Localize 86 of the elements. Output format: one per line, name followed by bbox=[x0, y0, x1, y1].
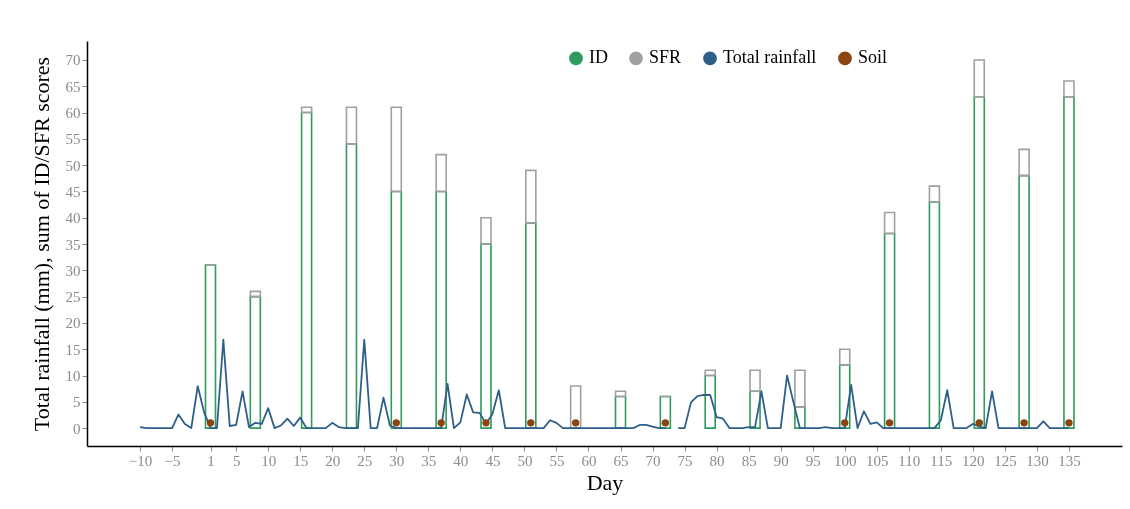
bar bbox=[480, 243, 492, 429]
bar bbox=[249, 290, 262, 298]
bar bbox=[928, 201, 941, 429]
bar bbox=[345, 106, 358, 145]
y-axis-title: Total rainfall (mm), sum of ID/SFR scores bbox=[28, 56, 54, 432]
x-tick-label: 1 bbox=[207, 452, 215, 469]
bar bbox=[838, 348, 851, 366]
x-tick-label: 40 bbox=[453, 452, 469, 469]
bar bbox=[435, 190, 447, 429]
y-tick-label: 70 bbox=[65, 52, 81, 69]
bar bbox=[704, 374, 716, 429]
y-tick-label: 30 bbox=[65, 262, 81, 279]
bar bbox=[973, 59, 986, 98]
x-tick-label: 90 bbox=[773, 452, 789, 469]
x-tick-label: 5 bbox=[232, 452, 241, 469]
bar bbox=[204, 264, 217, 429]
x-tick-label: 120 bbox=[962, 452, 985, 469]
x-tick-label: 125 bbox=[994, 452, 1017, 469]
y-tick-label: 25 bbox=[65, 289, 81, 306]
bar bbox=[300, 111, 313, 429]
x-tick-label: 75 bbox=[677, 452, 693, 469]
bar bbox=[883, 211, 896, 235]
bar bbox=[300, 106, 313, 114]
bar bbox=[249, 295, 262, 429]
y-tick-label: 50 bbox=[65, 157, 81, 174]
x-axis-title: Day bbox=[586, 469, 624, 495]
x-tick-label: 105 bbox=[866, 452, 889, 469]
x-tick-label: 70 bbox=[645, 452, 661, 469]
x-tick-label: 100 bbox=[833, 452, 857, 469]
bar bbox=[614, 390, 627, 398]
x-tick-label: 10 bbox=[261, 452, 277, 469]
bar bbox=[794, 369, 806, 408]
y-tick-label: 5 bbox=[73, 394, 81, 411]
y-tick-label: 65 bbox=[65, 78, 81, 95]
x-tick-label: −10 bbox=[128, 452, 153, 469]
x-tick-label: 30 bbox=[389, 452, 405, 469]
bar bbox=[883, 232, 896, 429]
bar bbox=[1063, 95, 1075, 429]
x-tick-label: 35 bbox=[421, 452, 437, 469]
bar bbox=[1018, 174, 1030, 429]
x-tick-label: 55 bbox=[549, 452, 565, 469]
bar bbox=[1063, 80, 1075, 98]
x-tick-label: 80 bbox=[709, 452, 725, 469]
x-tick-label: 135 bbox=[1058, 452, 1081, 469]
y-tick-label: 35 bbox=[65, 236, 81, 253]
y-tick-label: 20 bbox=[65, 315, 81, 332]
bar bbox=[569, 385, 582, 429]
x-tick-label: 20 bbox=[325, 452, 341, 469]
y-tick-label: 60 bbox=[65, 105, 81, 122]
bar bbox=[390, 190, 403, 429]
x-tick-label: 85 bbox=[741, 452, 757, 469]
legend-label: SFR bbox=[649, 47, 682, 68]
x-tick-label: 65 bbox=[613, 452, 629, 469]
x-tick-label: 50 bbox=[517, 452, 533, 469]
bar bbox=[928, 185, 941, 203]
bar bbox=[525, 222, 537, 429]
bar bbox=[749, 390, 761, 429]
bar bbox=[345, 143, 358, 429]
y-tick-label: 15 bbox=[65, 341, 81, 358]
y-tick-label: 40 bbox=[65, 210, 81, 227]
bar bbox=[973, 95, 986, 429]
y-tick-label: 10 bbox=[65, 368, 81, 385]
x-tick-label: 45 bbox=[485, 452, 501, 469]
legend-label: Total rainfall bbox=[723, 47, 817, 68]
bar bbox=[525, 169, 537, 224]
bar bbox=[1018, 148, 1030, 177]
x-tick-label: 95 bbox=[805, 452, 821, 469]
bar bbox=[390, 106, 403, 193]
legend-label: Soil bbox=[858, 47, 888, 68]
y-tick-label: 0 bbox=[73, 420, 81, 437]
bar bbox=[838, 364, 851, 429]
x-tick-label: −5 bbox=[164, 452, 181, 469]
legend-label: ID bbox=[589, 47, 608, 68]
x-tick-label: 130 bbox=[1026, 452, 1049, 469]
y-tick-label: 55 bbox=[65, 131, 81, 148]
x-tick-label: 15 bbox=[293, 452, 309, 469]
x-tick-label: 110 bbox=[898, 452, 921, 469]
x-tick-label: 115 bbox=[930, 452, 953, 469]
bar bbox=[435, 153, 447, 193]
bar bbox=[749, 369, 761, 393]
y-tick-label: 45 bbox=[65, 183, 81, 200]
x-tick-label: 25 bbox=[357, 452, 373, 469]
bar bbox=[659, 395, 672, 429]
x-tick-label: 60 bbox=[581, 452, 597, 469]
bar bbox=[480, 216, 492, 245]
bar bbox=[704, 369, 716, 377]
